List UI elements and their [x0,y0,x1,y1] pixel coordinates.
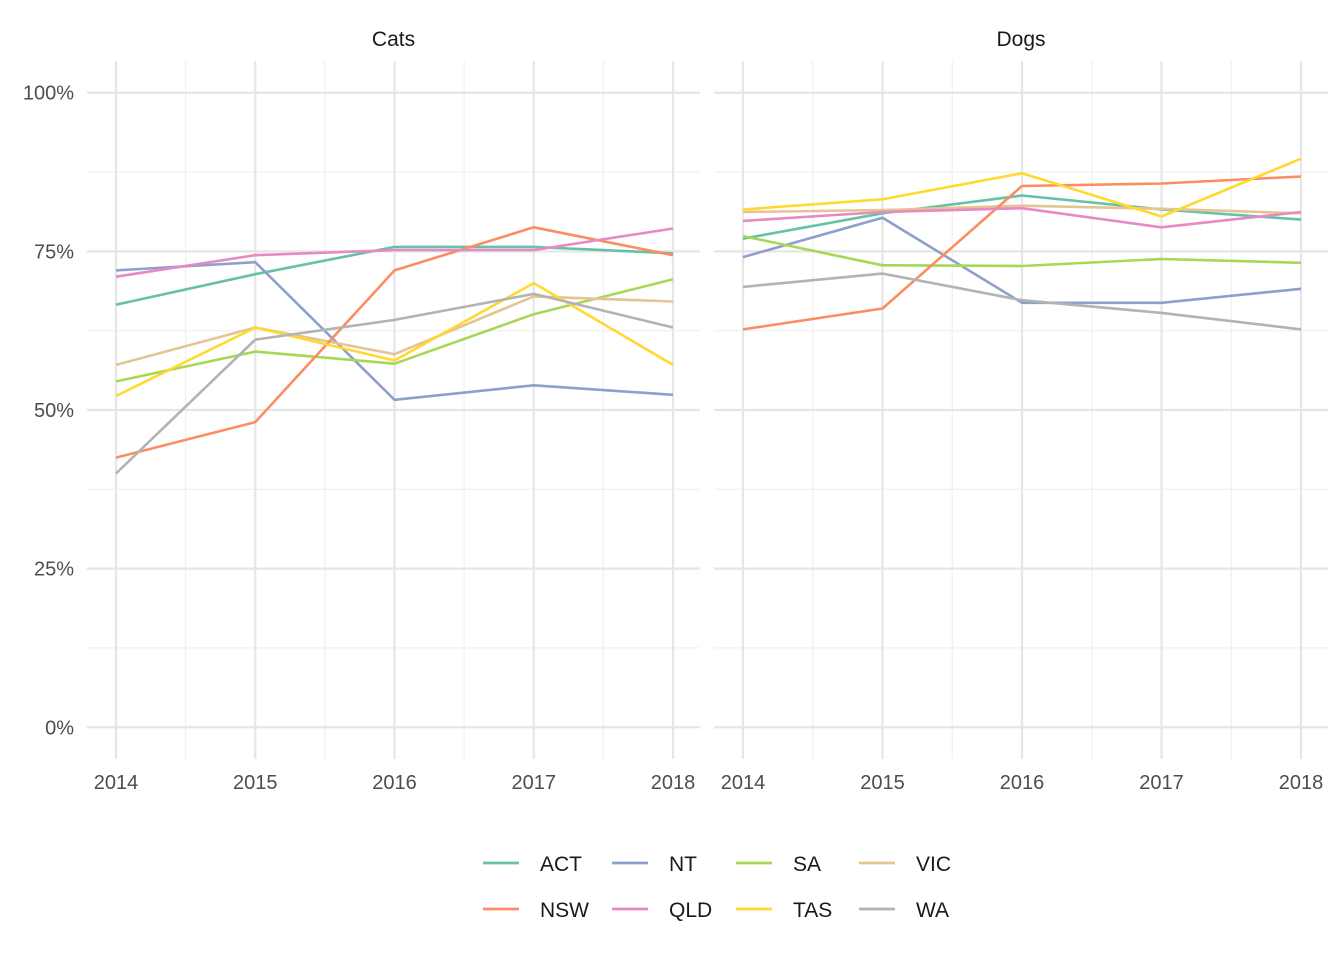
legend-item-act: ACT [483,853,582,876]
panel-title: Cats [372,28,415,51]
legend-label: TAS [793,899,832,922]
series-line-tas [115,281,674,398]
legend-label: WA [916,899,949,922]
legend-label: VIC [916,853,951,876]
panel-cats: 2014 2015 2016 2017 2018 Cats [87,28,700,794]
series-line-act [742,194,1302,240]
legend-label: NSW [540,899,589,922]
x-tick-label: 2018 [1279,772,1324,794]
panels: 2014 2015 2016 2017 2018 Cats 2014 2015 2016 2017… [87,28,1328,794]
series-line-sa [742,234,1302,268]
legend-item-tas: TAS [736,899,832,922]
series-line-vic [742,204,1302,215]
y-axis: 0% 25% 50% 75% 100% [23,83,74,740]
series-line-qld [742,206,1302,229]
legend-label: ACT [540,853,582,876]
x-tick-label: 2016 [1000,772,1045,794]
series-line-nsw [742,175,1302,331]
series-line-tas [742,157,1302,218]
x-tick-label: 2014 [721,772,766,794]
series-line-wa [115,292,674,475]
x-tick-label: 2015 [233,772,278,794]
series-line-wa [742,272,1302,331]
legend-item-qld: QLD [612,899,712,922]
series-line-nsw [115,226,674,459]
legend-item-wa: WA [859,899,949,922]
legend-item-vic: VIC [859,853,951,876]
legend-label: SA [793,853,821,876]
y-tick-label: 50% [34,400,74,422]
legend-item-nsw: NSW [483,899,589,922]
series-line-nt [742,216,1302,305]
series-line-qld [115,227,674,278]
legend-label: NT [669,853,697,876]
legend: ACT NT SA VIC NSW QLD TAS WA [483,853,951,922]
y-tick-label: 75% [34,241,74,263]
legend-item-nt: NT [612,853,697,876]
y-tick-label: 100% [23,83,74,105]
series-line-nt [115,260,674,402]
legend-item-sa: SA [736,853,821,876]
series-line-act [115,245,674,306]
x-tick-label: 2018 [651,772,696,794]
x-tick-label: 2015 [860,772,905,794]
panel-title: Dogs [996,28,1045,51]
x-tick-label: 2017 [512,772,557,794]
legend-label: QLD [669,899,712,922]
series-line-vic [115,295,674,367]
x-tick-label: 2014 [94,772,139,794]
y-tick-label: 0% [45,717,74,739]
y-tick-label: 25% [34,559,74,581]
x-tick-label: 2017 [1139,772,1184,794]
series-line-sa [115,278,674,383]
panel-dogs: 2014 2015 2016 2017 2018 Dogs [714,28,1328,794]
x-tick-label: 2016 [372,772,417,794]
